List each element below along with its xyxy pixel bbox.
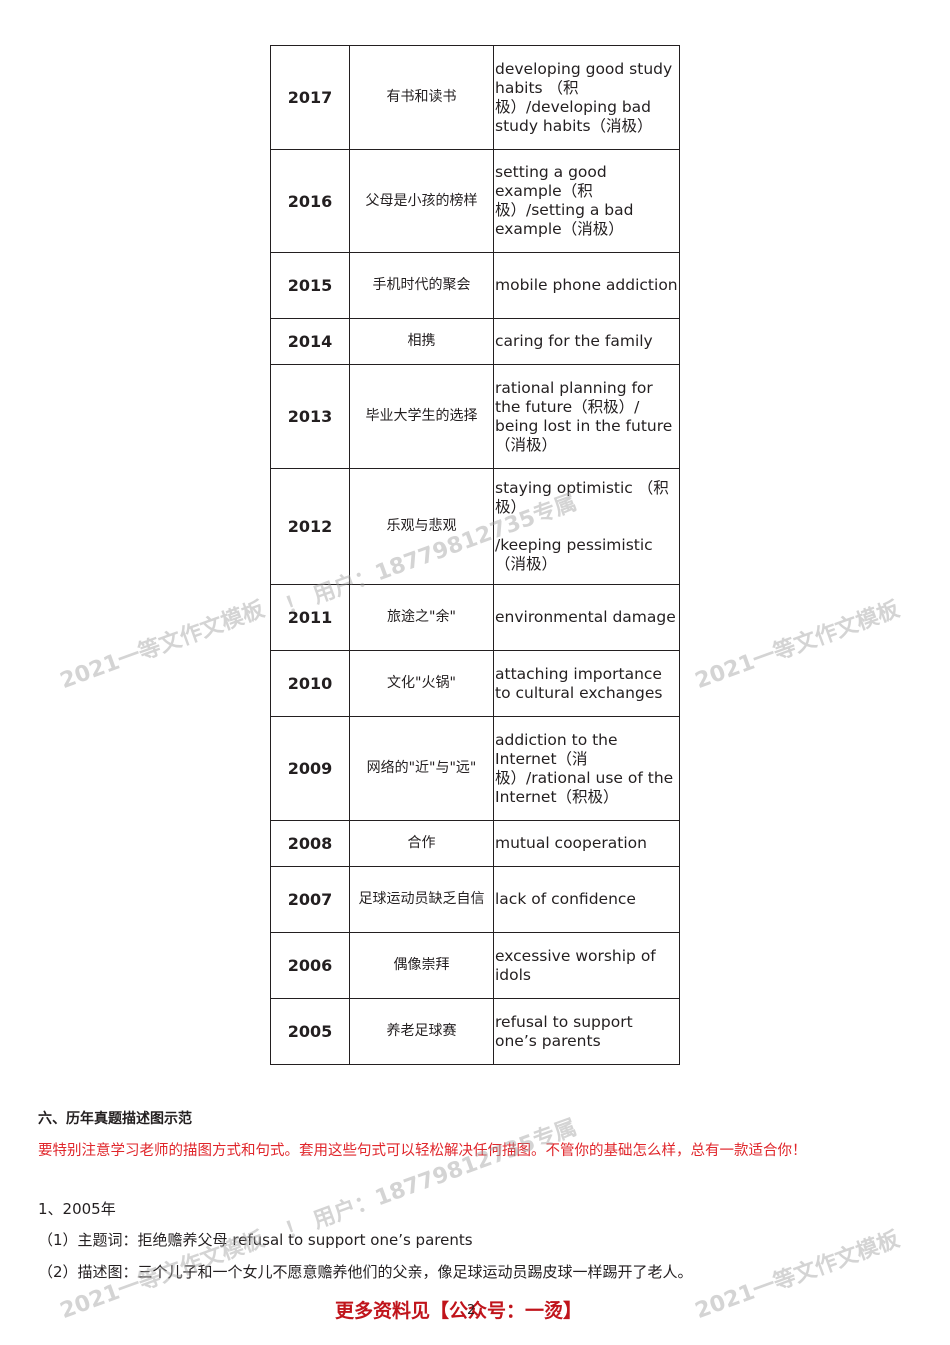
- item: 1、2005年: [38, 1200, 116, 1218]
- table-cell: rational planning for the future（积极）/ be…: [493, 364, 680, 469]
- table-cell: excessive worship of idols: [493, 932, 680, 999]
- table-cell: 文化"火锅": [349, 650, 494, 717]
- table-cell: 父母是小孩的榜样: [349, 149, 494, 253]
- table-row: 2014 相携 caring for the family: [270, 318, 680, 365]
- table-cell: staying optimistic （积极） /keeping pessimi…: [493, 468, 680, 585]
- table-cell: 2017: [270, 45, 350, 150]
- table-cell: 2005: [270, 998, 350, 1065]
- table-cell: environmental damage: [493, 584, 680, 651]
- table-row: 2005 养老足球赛 refusal to support one’s parent…: [270, 998, 680, 1065]
- watermark: 2021一等文作文模板: [692, 1227, 903, 1325]
- table-cell: 2009: [270, 716, 350, 821]
- table-cell: 偶像崇拜: [349, 932, 494, 999]
- table-cell: 2007: [270, 866, 350, 933]
- table-cell: 2012: [270, 468, 350, 585]
- watermark: ！ 用户：18779812735专属: [282, 1115, 581, 1245]
- table-row: 2017 有书和读书 developing good study habits （积…: [270, 45, 680, 150]
- table-cell: 乐观与悲观: [349, 468, 494, 585]
- table-cell: setting a good example（积极）/setting a bad…: [493, 149, 680, 253]
- section-heading: 六、历年真题描述图示范: [38, 1111, 192, 1127]
- table-row: 2008 合作 mutual cooperation: [270, 820, 680, 867]
- table-cell: mutual cooperation: [493, 820, 680, 867]
- footer: 更多资料见【公众号：一烫】: [335, 1300, 583, 1322]
- table-cell: 2010: [270, 650, 350, 717]
- table-cell: 相携: [349, 318, 494, 365]
- table-cell: 手机时代的聚会: [349, 252, 494, 319]
- text-line: （2）描述图：三个儿子和一个女儿不愿意赡养他们的父亲，像足球运动员踢皮球一样踢开…: [38, 1263, 693, 1281]
- table: 2017 有书和读书 developing good study habits （积…: [270, 45, 680, 1065]
- text-line: （1）主题词：拒绝赡养父母 refusal to support one’s p…: [38, 1231, 473, 1249]
- table-cell: developing good study habits （积极）/develo…: [493, 45, 680, 150]
- table-row: 2009 网络的"近"与"远" addiction to the Internet（…: [270, 716, 680, 821]
- table-row: 2006 偶像崇拜 excessive worship of idols: [270, 932, 680, 999]
- table-cell: 2013: [270, 364, 350, 469]
- table-cell: 2006: [270, 932, 350, 999]
- table-cell: mobile phone addiction: [493, 252, 680, 319]
- table-cell: 2008: [270, 820, 350, 867]
- table-cell: 网络的"近"与"远": [349, 716, 494, 821]
- table-cell: 足球运动员缺乏自信: [349, 866, 494, 933]
- page-number: 2: [467, 1303, 476, 1318]
- table-cell: 养老足球赛: [349, 998, 494, 1065]
- table-row: 2015 手机时代的聚会 mobile phone addiction: [270, 252, 680, 319]
- table-row: 2012 乐观与悲观 staying optimistic （积极） /keepin…: [270, 468, 680, 585]
- watermark: 2021一等文作文模板: [692, 597, 903, 695]
- table-row: 2007 足球运动员缺乏自信 lack of confidence: [270, 866, 680, 933]
- table-row: 2016 父母是小孩的榜样 setting a good example（积极）/s…: [270, 149, 680, 253]
- table-row: 2010 文化"火锅" attaching importance to cultur…: [270, 650, 680, 717]
- table-cell: 2015: [270, 252, 350, 319]
- table-cell: 2014: [270, 318, 350, 365]
- table-row: 2013 毕业大学生的选择 rational planning for the fu…: [270, 364, 680, 469]
- table-cell: addiction to the Internet（消极）/rational u…: [493, 716, 680, 821]
- table-cell: lack of confidence: [493, 866, 680, 933]
- table-cell: 毕业大学生的选择: [349, 364, 494, 469]
- table-cell: refusal to support one’s parents: [493, 998, 680, 1065]
- table-cell: 有书和读书: [349, 45, 494, 150]
- table-cell: 2016: [270, 149, 350, 253]
- table-cell: attaching importance to cultural exchang…: [493, 650, 680, 717]
- table-cell: 合作: [349, 820, 494, 867]
- section-note: 要特别注意学习老师的描图方式和句式。套用这些句式可以轻松解决任何描图。不管你的基…: [38, 1143, 807, 1159]
- watermark: 2021一等文作文模板: [57, 597, 268, 695]
- table-cell: caring for the family: [493, 318, 680, 365]
- table-cell: 旅途之"余": [349, 584, 494, 651]
